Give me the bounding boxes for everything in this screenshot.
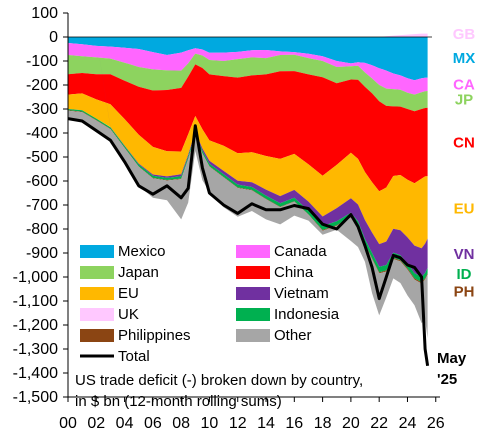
y-tick-label: -600 [26, 173, 58, 190]
legend-japan-swatch [80, 266, 114, 279]
legend-china-label: China [274, 264, 314, 281]
end-label-eu: EU [454, 201, 475, 218]
end-label-ca: CA [453, 76, 475, 93]
end-label-mx: MX [453, 50, 476, 67]
caption-line-2: in $ bn (12-month rolling sums) [75, 393, 282, 410]
date-label-year: '25 [437, 371, 457, 388]
x-tick-label: 16 [285, 415, 303, 432]
end-label-vn: VN [454, 246, 475, 263]
legend-uk-swatch [80, 308, 114, 321]
legend-china-swatch [236, 266, 270, 279]
y-tick-label: -900 [26, 245, 58, 262]
legend-vietnam-label: Vietnam [274, 285, 329, 302]
y-axis: 100 0 -100 -200 -300 -400 -500 -600 -700 -800 -900… [13, 5, 69, 406]
x-tick-label: 12 [229, 415, 247, 432]
y-tick-label: -500 [26, 149, 58, 166]
x-tick-label: 18 [314, 415, 332, 432]
legend-vietnam-swatch [236, 287, 270, 300]
y-tick-label: -800 [26, 221, 58, 238]
y-tick-label: 100 [31, 5, 58, 22]
legend-other-label: Other [274, 327, 312, 344]
x-tick-label: 24 [399, 415, 417, 432]
area-uk [68, 33, 428, 37]
legend-total-label: Total [118, 348, 150, 365]
area-eu [68, 93, 428, 249]
y-tick-label: -700 [26, 197, 58, 214]
y-tick-label: -400 [26, 125, 58, 142]
y-tick-label: -100 [26, 53, 58, 70]
legend-japan-label: Japan [118, 264, 159, 281]
y-tick-label: -1,300 [13, 341, 58, 358]
legend: Mexico Canada Japan China EU Vietnam UK Indones… [80, 243, 340, 365]
end-label-ph: PH [454, 283, 475, 300]
x-tick-label: 20 [342, 415, 360, 432]
x-tick-label: 00 [59, 415, 77, 432]
x-axis: 00 02 04 06 08 10 12 14 16 18 20 22 24 26 [59, 36, 445, 432]
x-tick-label: 06 [144, 415, 162, 432]
legend-philippines-label: Philippines [118, 327, 191, 344]
y-tick-label: -1,500 [13, 389, 58, 406]
date-label-month: May [437, 350, 467, 367]
x-tick-label: 02 [87, 415, 105, 432]
area-mexico [68, 37, 428, 81]
total-line [67, 117, 430, 367]
date-label: May '25 [437, 350, 467, 388]
x-tick-label: 14 [257, 415, 275, 432]
y-tick-label: -200 [26, 77, 58, 94]
y-tick-label: -1,400 [13, 365, 58, 382]
legend-indonesia-swatch [236, 308, 270, 321]
area-china [68, 64, 428, 192]
y-tick-label: -1,100 [13, 293, 58, 310]
legend-uk-label: UK [118, 306, 139, 323]
y-tick-label: -1,200 [13, 317, 58, 334]
x-tick-label: 26 [427, 415, 445, 432]
end-label-id: ID [457, 266, 472, 283]
y-tick-label: 0 [49, 29, 58, 46]
area-canada [68, 43, 428, 95]
area-vietnam [68, 37, 428, 277]
legend-eu-label: EU [118, 285, 139, 302]
end-label-jp: JP [455, 91, 473, 108]
legend-canada-label: Canada [274, 243, 327, 260]
x-tick-label: 04 [116, 415, 134, 432]
chart-caption: US trade deficit (-) broken down by coun… [75, 372, 363, 410]
caption-line-1: US trade deficit (-) broken down by coun… [75, 372, 363, 389]
legend-philippines-swatch [80, 329, 114, 342]
end-label-gb: GB [453, 26, 476, 43]
x-tick-label: 08 [172, 415, 190, 432]
legend-canada-swatch [236, 245, 270, 258]
legend-mexico-swatch [80, 245, 114, 258]
x-tick-label: 10 [201, 415, 219, 432]
legend-other-swatch [236, 329, 270, 342]
x-tick-label: 22 [370, 415, 388, 432]
total-line-group [67, 117, 430, 367]
legend-indonesia-label: Indonesia [274, 306, 340, 323]
legend-mexico-label: Mexico [118, 243, 166, 260]
y-tick-label: -1,000 [13, 269, 58, 286]
end-label-cn: CN [453, 135, 475, 152]
y-tick-label: -300 [26, 101, 58, 118]
legend-eu-swatch [80, 287, 114, 300]
area-japan [68, 53, 428, 112]
